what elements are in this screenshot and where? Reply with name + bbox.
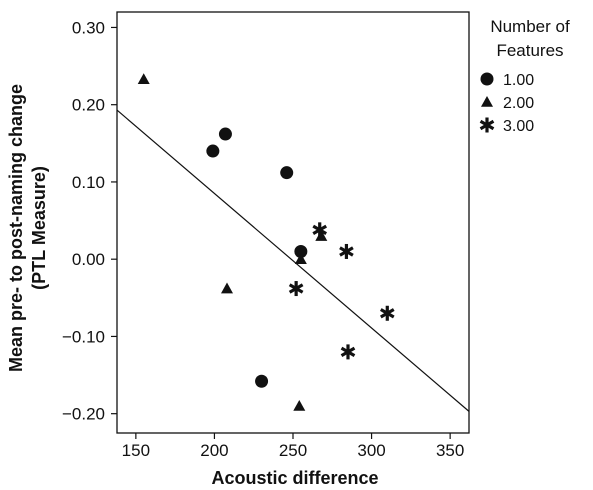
legend-label: 2.00 — [503, 95, 534, 112]
plot-area — [116, 11, 470, 434]
data-point-triangle — [221, 282, 233, 294]
data-point-circle — [294, 244, 308, 258]
y-axis-title-line2: (PTL Measure) — [29, 166, 49, 290]
regression-line — [116, 109, 470, 412]
x-tick-label: 300 — [357, 441, 385, 460]
data-point-star — [340, 344, 356, 360]
data-point-triangle — [294, 253, 307, 264]
data-point-triangle — [293, 399, 306, 411]
data-point-circle — [255, 374, 269, 388]
data-point-star — [339, 243, 354, 259]
y-tick-label: 0.00 — [72, 250, 105, 269]
plot-frame — [116, 11, 470, 434]
data-points — [137, 73, 395, 411]
y-axis-title-line1: Mean pre- to post-naming change — [6, 84, 26, 372]
data-point-circle — [218, 127, 232, 141]
data-point-circle — [280, 166, 294, 180]
regression-line-group — [116, 109, 470, 412]
legend-title-line2: Features — [496, 41, 563, 60]
x-tick-label: 250 — [279, 441, 307, 460]
x-axis-title: Acoustic difference — [211, 468, 378, 488]
y-axis: 0.30 0.20 0.10 0.00 −0.10 −0.20 — [62, 18, 117, 424]
data-point-star — [379, 305, 395, 321]
x-tick-label: 150 — [122, 441, 150, 460]
y-tick-label: 0.20 — [72, 96, 105, 115]
legend-label: 1.00 — [503, 72, 534, 89]
y-tick-label: 0.30 — [72, 18, 105, 37]
y-tick-label: 0.10 — [72, 173, 105, 192]
y-tick-label: −0.20 — [62, 405, 105, 424]
legend-marker-triangle — [481, 96, 493, 107]
x-tick-label: 350 — [436, 441, 464, 460]
legend-marker-circle — [480, 72, 494, 86]
data-point-star — [288, 281, 304, 297]
legend-label: 3.00 — [503, 118, 534, 135]
legend: Number of Features 1.00 2.00 3.00 — [479, 17, 570, 135]
legend-marker-star — [479, 117, 495, 133]
legend-title-line1: Number of — [490, 17, 570, 36]
x-tick-label: 200 — [200, 441, 228, 460]
data-point-circle — [206, 144, 220, 158]
y-tick-label: −0.10 — [62, 327, 105, 346]
data-point-star — [312, 222, 328, 238]
x-axis: 150 200 250 300 350 — [122, 433, 464, 460]
data-point-triangle — [137, 73, 150, 85]
